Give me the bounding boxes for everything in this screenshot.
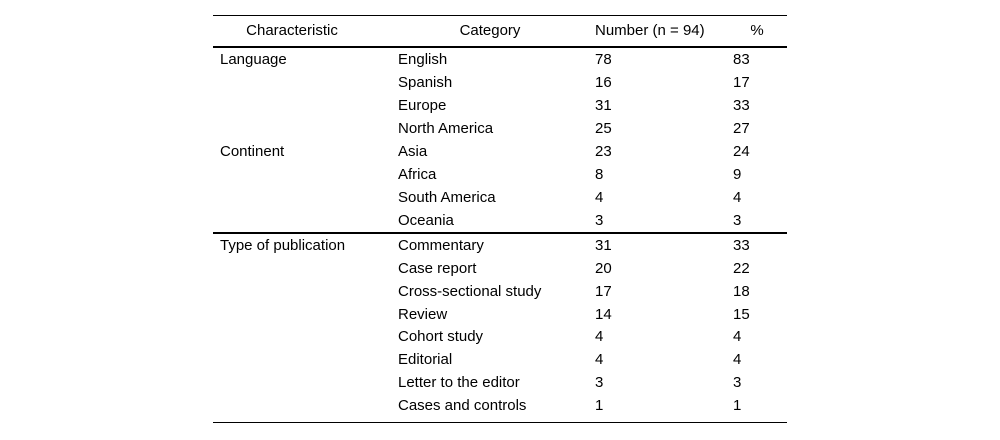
characteristic-cell xyxy=(213,209,391,232)
table-section-language-continent: Language English 78 83 Spanish 16 17 Eur… xyxy=(213,48,787,233)
characteristic-cell xyxy=(213,71,391,94)
column-header-percent: % xyxy=(750,22,764,40)
percent-cell: 22 xyxy=(733,260,750,278)
characteristic-cell: Continent xyxy=(220,143,285,161)
column-header-number: Number (n = 94) xyxy=(595,22,705,40)
category-cell: Spanish xyxy=(398,73,453,91)
characteristic-cell: Language xyxy=(220,50,287,68)
table-row: Spanish 16 17 xyxy=(213,71,787,94)
category-cell: Letter to the editor xyxy=(398,374,520,392)
characteristic-cell xyxy=(213,303,391,326)
percent-cell: 3 xyxy=(733,212,742,230)
characteristic-cell xyxy=(213,186,391,209)
category-cell: North America xyxy=(398,119,494,137)
table-header-row: Characteristic Category Number (n = 94) … xyxy=(213,16,787,48)
number-cell: 3 xyxy=(595,374,604,392)
category-cell: Cases and controls xyxy=(398,396,527,414)
table-row: Oceania 3 3 xyxy=(213,209,787,232)
table-row: Review 14 15 xyxy=(213,303,787,326)
number-cell: 16 xyxy=(595,73,612,91)
category-cell: Commentary xyxy=(398,237,484,255)
number-cell: 31 xyxy=(595,237,612,255)
percent-cell: 1 xyxy=(733,396,742,414)
study-characteristics-table: Characteristic Category Number (n = 94) … xyxy=(213,15,787,423)
characteristic-cell xyxy=(213,163,391,186)
number-cell: 4 xyxy=(595,351,604,369)
percent-cell: 15 xyxy=(733,305,750,323)
number-cell: 8 xyxy=(595,166,604,184)
category-cell: Asia xyxy=(398,143,428,161)
percent-cell: 4 xyxy=(733,328,742,346)
characteristic-cell: Type of publication xyxy=(220,237,346,255)
characteristic-cell xyxy=(213,280,391,303)
number-cell: 4 xyxy=(595,189,604,207)
table-row: Letter to the editor 3 3 xyxy=(213,371,787,394)
table-row: Language English 78 83 xyxy=(213,48,787,71)
characteristic-cell xyxy=(213,394,391,417)
percent-cell: 18 xyxy=(733,282,750,300)
percent-cell: 3 xyxy=(733,374,742,392)
characteristic-cell xyxy=(213,257,391,280)
number-cell: 1 xyxy=(595,396,604,414)
number-cell: 20 xyxy=(595,260,612,278)
category-cell: Case report xyxy=(398,260,477,278)
table-row: Type of publication Commentary 31 33 xyxy=(213,234,787,257)
characteristic-cell xyxy=(213,117,391,140)
table-row: Cross-sectional study 17 18 xyxy=(213,280,787,303)
percent-cell: 4 xyxy=(733,351,742,369)
category-cell: Africa xyxy=(398,166,437,184)
category-cell: Oceania xyxy=(398,212,454,230)
table-section-type-of-publication: Type of publication Commentary 31 33 Cas… xyxy=(213,232,787,421)
table-row: South America 4 4 xyxy=(213,186,787,209)
percent-cell: 33 xyxy=(733,237,750,255)
characteristic-cell xyxy=(213,326,391,349)
percent-cell: 24 xyxy=(733,143,750,161)
table-row: Case report 20 22 xyxy=(213,257,787,280)
number-cell: 4 xyxy=(595,328,604,346)
category-cell: Cross-sectional study xyxy=(398,282,542,300)
category-cell: Editorial xyxy=(398,351,453,369)
percent-cell: 4 xyxy=(733,189,742,207)
number-cell: 17 xyxy=(595,282,612,300)
column-header-category: Category xyxy=(459,22,521,40)
number-cell: 31 xyxy=(595,96,612,114)
column-header-characteristic: Characteristic xyxy=(246,22,338,40)
percent-cell: 33 xyxy=(733,96,750,114)
number-cell: 23 xyxy=(595,143,612,161)
table-row: Cohort study 4 4 xyxy=(213,326,787,349)
table-row: Editorial 4 4 xyxy=(213,348,787,371)
number-cell: 3 xyxy=(595,212,604,230)
percent-cell: 17 xyxy=(733,73,750,91)
table-row: Continent Asia 23 24 xyxy=(213,140,787,163)
table-row: Europe 31 33 xyxy=(213,94,787,117)
characteristic-cell xyxy=(213,348,391,371)
percent-cell: 83 xyxy=(733,50,750,68)
characteristic-cell xyxy=(213,371,391,394)
number-cell: 78 xyxy=(595,50,612,68)
percent-cell: 9 xyxy=(733,166,742,184)
category-cell: South America xyxy=(398,189,496,207)
table-row: North America 25 27 xyxy=(213,117,787,140)
table-row: Africa 8 9 xyxy=(213,163,787,186)
category-cell: Europe xyxy=(398,96,447,114)
characteristic-cell xyxy=(213,94,391,117)
category-cell: Review xyxy=(398,305,448,323)
category-cell: English xyxy=(398,50,448,68)
number-cell: 25 xyxy=(595,119,612,137)
number-cell: 14 xyxy=(595,305,612,323)
category-cell: Cohort study xyxy=(398,328,484,346)
percent-cell: 27 xyxy=(733,119,750,137)
table-row: Cases and controls 1 1 xyxy=(213,394,787,417)
